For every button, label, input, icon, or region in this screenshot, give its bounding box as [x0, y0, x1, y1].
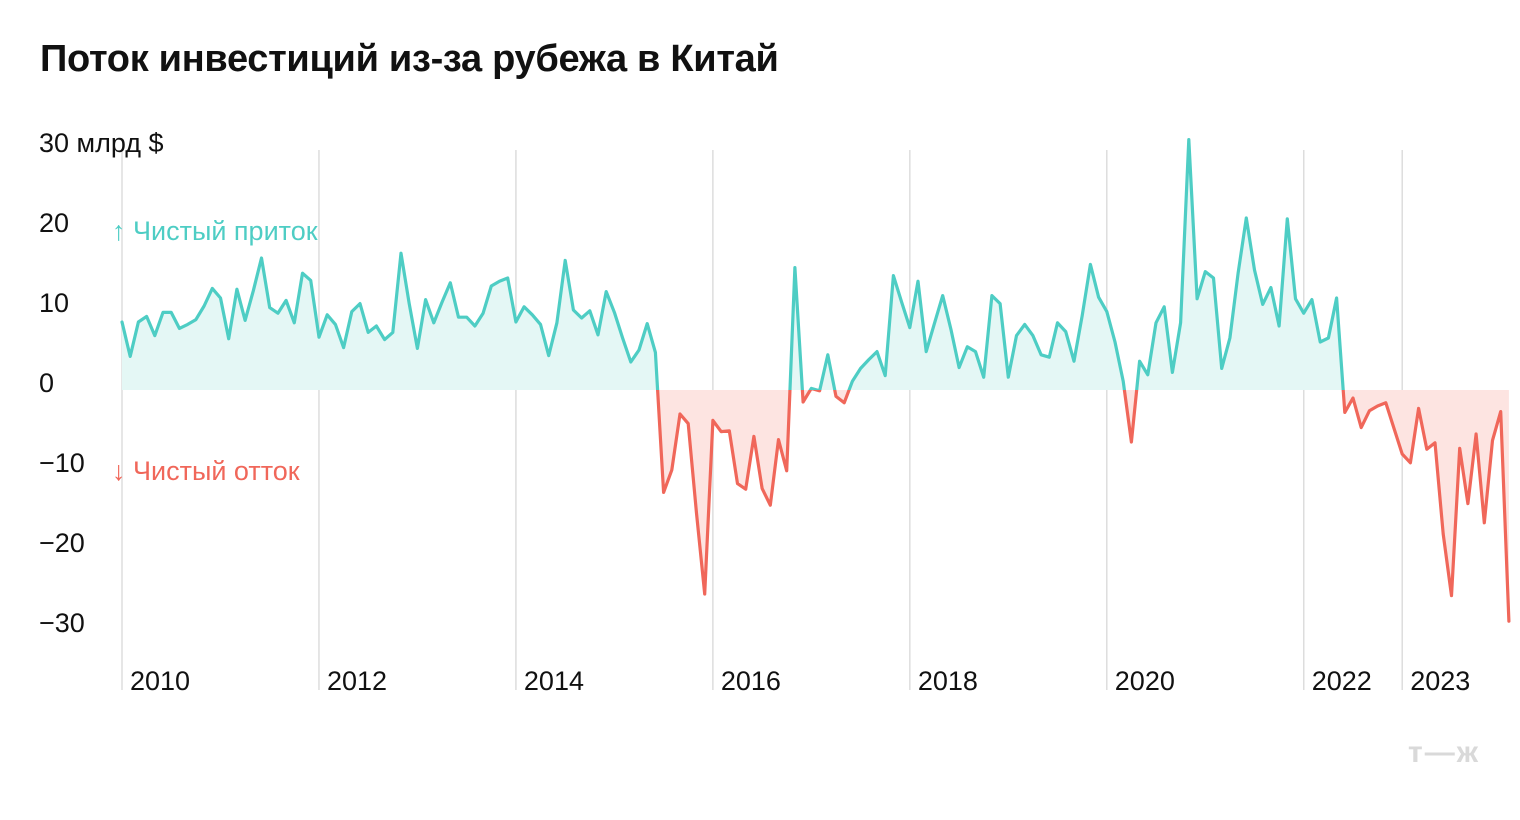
x-tick-label: 2016	[721, 666, 781, 696]
x-tick-label: 2010	[130, 666, 190, 696]
outflow-annotation: ↓ Чистый отток	[112, 456, 300, 486]
inflow-annotation: ↑ Чистый приток	[112, 216, 318, 246]
y-tick-label: 10	[39, 288, 69, 318]
series-lines	[120, 138, 1511, 623]
y-tick-label: −30	[39, 608, 85, 638]
annotations: ↑ Чистый приток ↓ Чистый отток	[112, 216, 318, 486]
inflow-area	[122, 139, 1509, 390]
x-tick-label: 2020	[1115, 666, 1175, 696]
y-tick-label: 30 млрд $	[39, 128, 164, 158]
x-axis-ticks: 2010 2012 2014 2016 2018 2020 2022 2023	[130, 666, 1470, 696]
chart-title: Поток инвестиций из-за рубежа в Китай	[40, 38, 779, 80]
x-tick-label: 2012	[327, 666, 387, 696]
x-tick-label: 2022	[1312, 666, 1372, 696]
inflow-line	[120, 138, 1345, 390]
tzh-logo: т—ж	[1408, 736, 1480, 769]
y-tick-label: −20	[39, 528, 85, 558]
x-tick-label: 2014	[524, 666, 584, 696]
gridlines	[121, 150, 1403, 690]
y-tick-label: −10	[39, 448, 85, 478]
x-tick-label: 2018	[918, 666, 978, 696]
area-fills	[122, 139, 1509, 622]
y-tick-label: 0	[39, 368, 54, 398]
x-tick-label: 2023	[1410, 666, 1470, 696]
y-axis-ticks: 30 млрд $ 20 10 0 −10 −20 −30	[39, 128, 164, 638]
y-tick-label: 20	[39, 208, 69, 238]
